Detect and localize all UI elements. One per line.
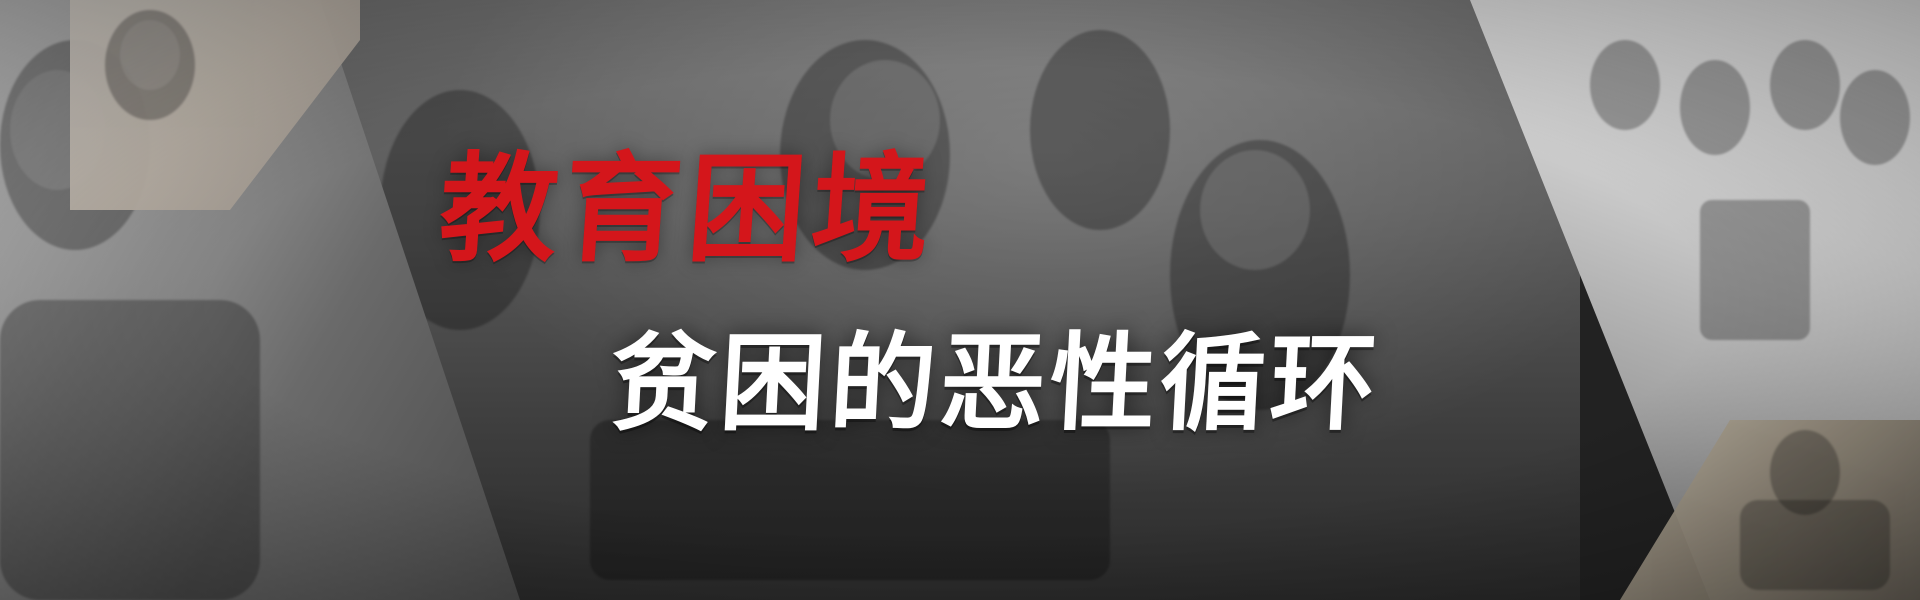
banner-title: 教育困境 <box>435 139 941 278</box>
banner-subtitle: 贫困的恶性循环 <box>606 320 1384 445</box>
